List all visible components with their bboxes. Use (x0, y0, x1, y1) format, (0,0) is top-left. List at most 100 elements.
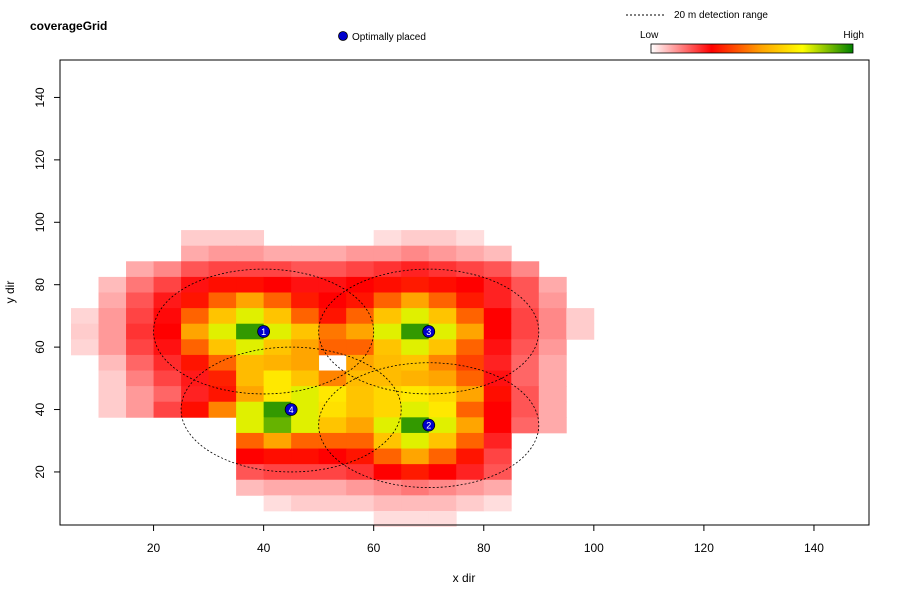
heatmap-cell (208, 245, 237, 262)
heatmap-cell (71, 323, 99, 340)
x-tick-label: 20 (147, 541, 161, 555)
heatmap-cell (291, 276, 320, 293)
heatmap-cell (291, 339, 320, 356)
heatmap-cell (208, 339, 237, 356)
heatmap-cell (346, 432, 375, 449)
heatmap-cell (318, 323, 347, 340)
heatmap-cell (236, 323, 265, 340)
heatmap-cell (291, 370, 320, 387)
heatmap-cell (98, 276, 127, 293)
heatmap-cell (511, 401, 540, 418)
heatmap-cell (263, 386, 292, 403)
heatmap-cell (98, 292, 127, 309)
heatmap-cell (153, 339, 182, 356)
heatmap-cell (263, 495, 292, 512)
heatmap-cell (346, 479, 375, 496)
heatmap-cell (511, 292, 540, 309)
receiver-label: 2 (426, 421, 431, 431)
heatmap-cell (373, 417, 402, 434)
heatmap-cell (153, 354, 182, 371)
y-tick-label: 140 (33, 87, 47, 107)
heatmap-cell (401, 292, 430, 309)
heatmap-cell (126, 308, 154, 325)
x-tick-label: 120 (694, 541, 714, 555)
heatmap-cell (401, 510, 430, 527)
heatmap-cell (483, 464, 512, 481)
heatmap-cell (456, 417, 485, 434)
heatmap-cell (98, 308, 127, 325)
heatmap-cell (126, 370, 154, 387)
heatmap-cell (318, 386, 347, 403)
heatmap-cell (428, 292, 457, 309)
heatmap-cell (181, 370, 209, 387)
heatmap-cell (346, 401, 375, 418)
heatmap-cell (346, 495, 375, 512)
heatmap-cell (318, 479, 347, 496)
heatmap-cell (428, 464, 457, 481)
heatmap-cell (318, 448, 347, 465)
heatmap-cell (181, 230, 209, 247)
heatmap-cell (236, 479, 265, 496)
heatmap-cell (181, 386, 209, 403)
y-tick-label: 80 (33, 278, 47, 292)
heatmap-cell (538, 417, 567, 434)
heatmap-cell (373, 464, 402, 481)
heatmap-cell (483, 245, 512, 262)
heatmap-cell (456, 479, 485, 496)
heatmap-cell (181, 261, 209, 278)
heatmap-cell (373, 448, 402, 465)
detection-range-circle (318, 362, 540, 488)
heatmap-cell (483, 276, 512, 293)
heatmap-cell (291, 432, 320, 449)
heatmap-cell (126, 401, 154, 418)
heatmap-cell (373, 386, 402, 403)
heatmap-cell (126, 261, 154, 278)
heatmap-cell (373, 510, 402, 527)
heatmap-cell (71, 308, 99, 325)
heatmap-cell (98, 323, 127, 340)
heatmap-cell (346, 370, 375, 387)
receiver-4: 4 (284, 403, 298, 416)
y-tick-label: 20 (33, 465, 47, 479)
heatmap-cell (208, 386, 237, 403)
heatmap-cell (401, 276, 430, 293)
heatmap-cells (71, 230, 595, 527)
heatmap-cell (401, 370, 430, 387)
heatmap-cell (318, 308, 347, 325)
y-tick-label: 40 (33, 403, 47, 417)
heatmap-cell (291, 417, 320, 434)
heatmap-cell (346, 308, 375, 325)
heatmap-cell (483, 308, 512, 325)
heatmap-cell (428, 245, 457, 262)
heatmap-cell (208, 401, 237, 418)
heatmap-cell (538, 292, 567, 309)
heatmap-cell (208, 230, 237, 247)
receiver-markers: 1 2 3 4 (257, 325, 436, 432)
heatmap-cell (456, 448, 485, 465)
heatmap-cell (401, 230, 430, 247)
heatmap-cell (456, 432, 485, 449)
heatmap-cell (401, 401, 430, 418)
heatmap-cell (236, 230, 265, 247)
heatmap-cell (153, 323, 182, 340)
heatmap-cell (456, 464, 485, 481)
heatmap-cell (483, 401, 512, 418)
heatmap-cell (263, 354, 292, 371)
heatmap-cell (373, 276, 402, 293)
receiver-marker (257, 325, 271, 338)
heatmap-cell (456, 276, 485, 293)
heatmap-cell (373, 401, 402, 418)
heatmap-cell (428, 323, 457, 340)
heatmap-cell (263, 432, 292, 449)
legend-placed-label: Optimally placed (352, 32, 426, 43)
heatmap-cell (401, 339, 430, 356)
heatmap-cell (456, 401, 485, 418)
heatmap-cell (428, 261, 457, 278)
heatmap-cell (401, 448, 430, 465)
heatmap-cell (153, 261, 182, 278)
heatmap-cell (373, 354, 402, 371)
heatmap-cell (236, 417, 265, 434)
heatmap-cell (428, 308, 457, 325)
heatmap-cell (263, 370, 292, 387)
heatmap-cell (456, 386, 485, 403)
